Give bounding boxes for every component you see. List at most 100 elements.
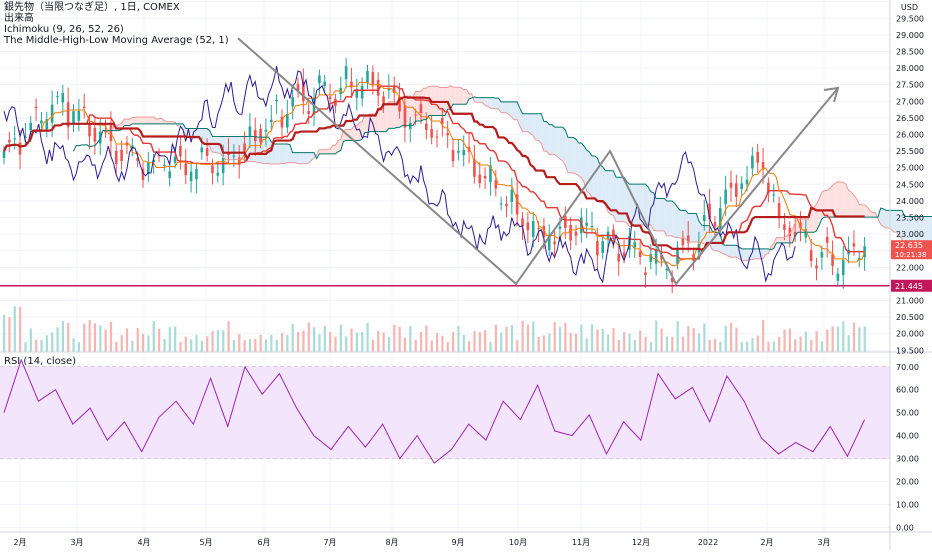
cloud-segment (514, 102, 517, 120)
volume-bar (447, 342, 449, 352)
candle-body (478, 175, 481, 183)
legend-ichimoku[interactable]: Ichimoku (9, 26, 52, 26) (4, 24, 229, 35)
rsi-y-tick-label: 0.00 (896, 523, 914, 532)
candle-body (254, 130, 257, 142)
volume-bar (495, 325, 497, 352)
volume-bar (639, 331, 641, 352)
volume-bar (228, 321, 230, 352)
rsi-legend[interactable]: RSI (14, close) (4, 356, 76, 367)
volume-bars (3, 306, 866, 352)
cloud-segment (306, 153, 309, 164)
cloud-segment (616, 177, 619, 221)
candle-body (62, 93, 65, 102)
cloud-segment (322, 150, 325, 154)
cloud-segment (661, 198, 664, 231)
cloud-segment (132, 117, 135, 123)
y-tick-label: 25.500 (896, 147, 924, 156)
volume-bar (751, 338, 753, 352)
cloud-segment (547, 121, 550, 154)
volume-bar (709, 340, 711, 352)
cloud-segment (734, 245, 737, 257)
candle-body (644, 272, 647, 275)
candle-body (532, 221, 535, 237)
volume-bar (105, 329, 107, 352)
cloud-segment (664, 198, 667, 235)
cloud-segment (619, 177, 622, 221)
volume-bar (356, 333, 358, 352)
candle-body (195, 169, 198, 179)
candle-body (120, 150, 123, 161)
volume-bar (393, 325, 395, 352)
volume-bar (671, 337, 673, 352)
cloud-segment (827, 188, 830, 217)
volume-bar (794, 339, 796, 352)
volume-bar (842, 321, 844, 352)
candle-body (222, 158, 225, 173)
currency-label: USD (901, 3, 918, 12)
cloud-segment (295, 153, 298, 164)
candle-body (414, 115, 417, 116)
cloud-segment (675, 203, 678, 237)
candle-body (553, 241, 556, 244)
cloud-segment (501, 102, 504, 113)
volume-bar (46, 335, 48, 352)
volume-bar (24, 342, 26, 352)
volume-bar (532, 322, 534, 352)
rsi-y-tick-label: 40.00 (896, 432, 919, 441)
cloud-segment (394, 102, 397, 128)
volume-bar (383, 333, 385, 352)
volume-bar (206, 336, 208, 352)
volume-bar (67, 323, 69, 352)
volume-bar (489, 342, 491, 352)
x-tick-label: 8月 (385, 538, 398, 547)
w-pattern-line (238, 38, 838, 284)
volume-bar (682, 337, 684, 352)
cloud-segment (851, 192, 854, 217)
candle-body (425, 124, 428, 130)
cloud-segment (146, 117, 149, 124)
cloud-segment (830, 185, 833, 217)
cloud-segment (285, 144, 288, 164)
volume-bar (179, 342, 181, 352)
volume-bar (858, 327, 860, 352)
cloud-segment (589, 152, 592, 197)
candle-body (179, 146, 182, 156)
volume-bar (431, 341, 433, 352)
volume-bar (195, 335, 197, 352)
volume-bar (115, 342, 117, 352)
volume-bar (832, 326, 834, 352)
legend-mhl-ma[interactable]: The Middle-High-Low Moving Average (52, … (4, 35, 229, 46)
volume-bar (281, 333, 283, 352)
volume-bar (340, 325, 342, 352)
volume-bar (473, 331, 475, 352)
cloud-segment (563, 127, 566, 165)
volume-bar (153, 321, 155, 352)
volume-bar (126, 328, 128, 352)
volume-bar (463, 335, 465, 352)
cloud-segment (138, 117, 141, 124)
cloud-segment (611, 171, 614, 216)
cloud-segment (464, 89, 467, 104)
volume-bar (703, 323, 705, 352)
candle-body (35, 107, 38, 109)
cloud-segment (779, 238, 782, 243)
cloud-segment (568, 137, 571, 172)
candle-body (286, 114, 289, 128)
legend-volume[interactable]: 出来高 (4, 13, 229, 24)
candle-body (318, 76, 321, 84)
cloud-segment (458, 87, 461, 104)
volume-bar (254, 339, 256, 352)
volume-bar (570, 333, 572, 352)
rsi-y-tick-label: 10.00 (896, 500, 919, 509)
cloud-segment (303, 153, 306, 164)
volume-bar (72, 338, 74, 352)
y-tick-label: 24.000 (896, 197, 924, 206)
volume-bar (741, 342, 743, 352)
cloud-segment (886, 210, 889, 228)
y-tick-label: 20.000 (896, 330, 924, 339)
legend-symbol[interactable]: 銀先物（当限つなぎ足）, 1日, COMEX (4, 2, 229, 13)
volume-bar (500, 333, 502, 352)
cloud-segment (453, 87, 456, 104)
volume-bar (233, 340, 235, 352)
